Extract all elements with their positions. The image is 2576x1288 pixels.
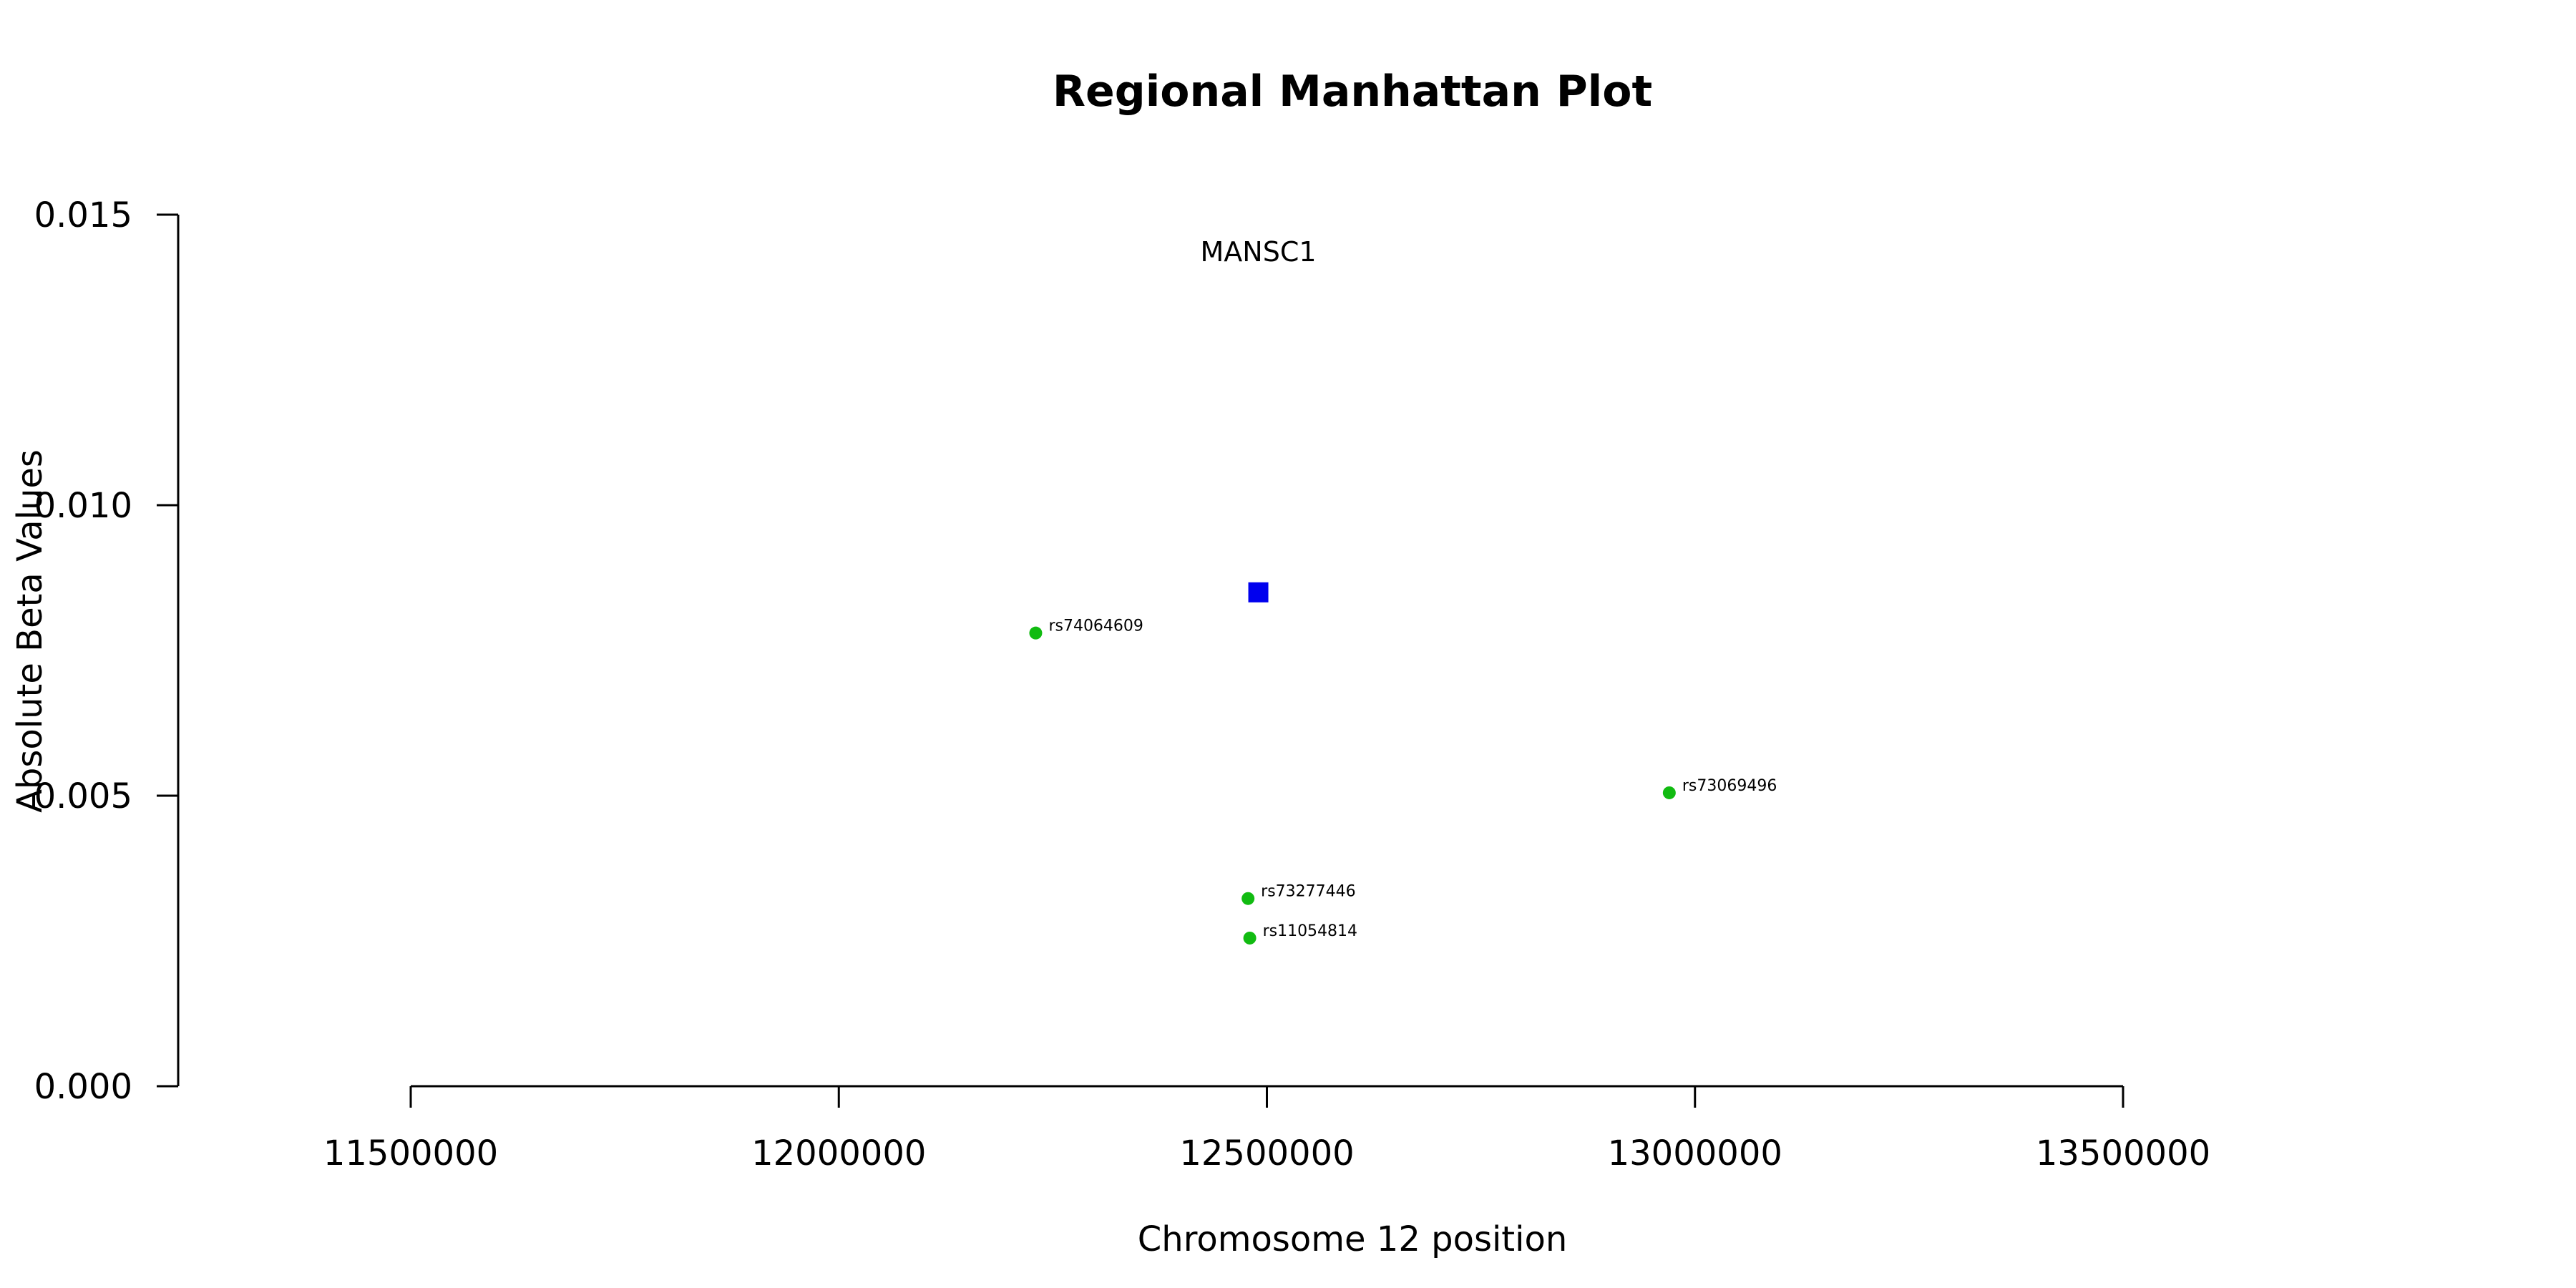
x-tick-label: 12000000 [751,1133,926,1174]
snp-point [1243,931,1257,945]
x-axis: 11500000 12000000 12500000 13000000 13500000 [323,1085,2210,1174]
x-tick-label: 11500000 [323,1133,498,1174]
snp-point [1662,786,1676,799]
y-tick-label: 0.005 [34,776,132,816]
y-tick-label: 0.015 [34,195,132,235]
x-tick-label: 12500000 [1179,1133,1354,1174]
x-tick-label: 13500000 [2036,1133,2210,1174]
y-tick-label: 0.000 [34,1067,132,1107]
gene-label: MANSC1 [1201,236,1317,268]
snp-point [1029,626,1043,640]
snp-label: rs73069496 [1682,777,1777,795]
snp-point [1241,892,1255,905]
snp-label: rs73277446 [1261,883,1355,901]
data-points: MANSC1 rs74064609 rs73069496 rs73277446 rs11… [1029,236,1777,945]
x-tick-label: 13000000 [1608,1133,1782,1174]
snp-label: rs74064609 [1048,618,1143,635]
gene-marker [1248,582,1269,602]
y-axis-title: Absolute Beta Values [10,449,50,813]
chart-title: Regional Manhattan Plot [1053,67,1652,117]
snp-label: rs11054814 [1263,922,1357,940]
y-tick-label: 0.010 [34,486,132,526]
y-axis: 0.000 0.005 0.010 0.015 [34,195,180,1107]
x-axis-title: Chromosome 12 position [1138,1219,1568,1259]
